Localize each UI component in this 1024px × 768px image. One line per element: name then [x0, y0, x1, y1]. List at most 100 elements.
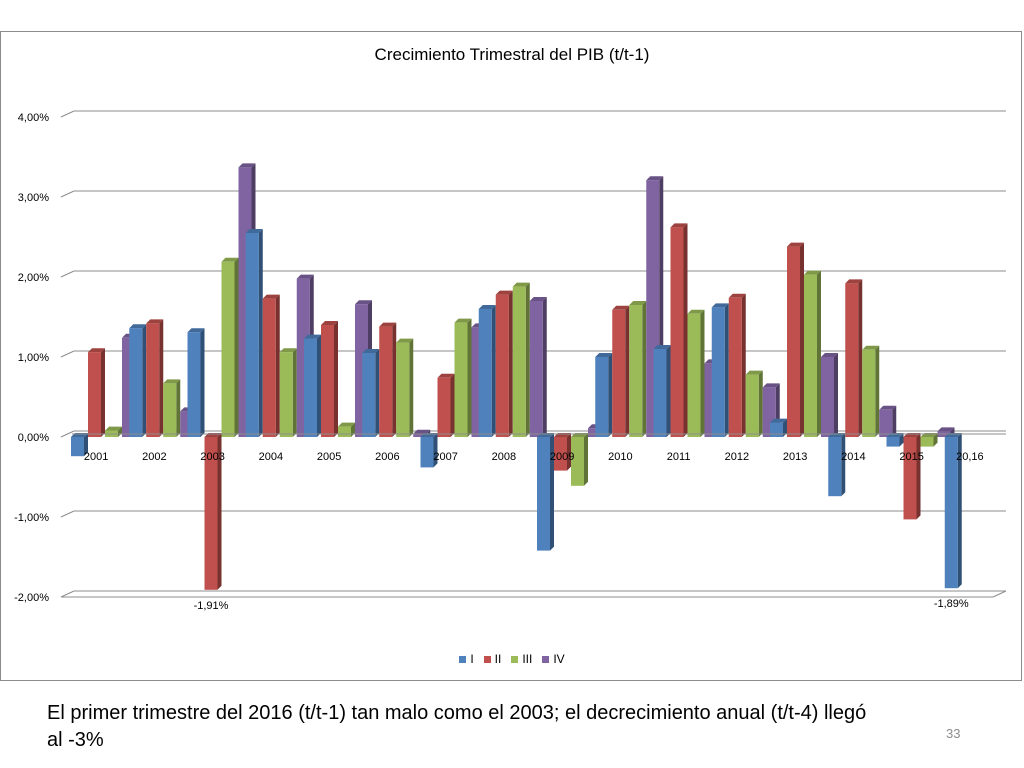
bar-III-2002	[163, 383, 177, 437]
legend-label: II	[494, 652, 502, 666]
bar-side	[841, 433, 846, 497]
bar-side	[491, 305, 496, 437]
chart-plot: -2,00% -1,00% 0,00% 1,00% 2,00% 3,00% 4,00% 200…	[14, 110, 1007, 612]
bar-side	[858, 279, 863, 437]
bar-II-2014	[845, 283, 859, 437]
legend-swatch	[459, 655, 467, 663]
x-tick-label: 2008	[492, 451, 516, 463]
bar-top	[163, 379, 181, 384]
bar-top	[321, 321, 338, 325]
x-tick-label: 2012	[725, 451, 749, 463]
floor-edge-slant	[992, 590, 1007, 598]
bar-top	[653, 345, 671, 349]
bar-II-2012	[728, 297, 742, 437]
bar-top	[529, 297, 547, 301]
bar-top	[821, 353, 838, 357]
bar-side	[200, 328, 205, 437]
bar-II-2003	[204, 437, 218, 590]
bar-III-2004	[279, 352, 293, 437]
bar-side	[275, 294, 280, 437]
bar-top	[88, 348, 105, 353]
bar-side	[625, 305, 630, 437]
legend-item: IV	[542, 652, 565, 666]
bar-top	[862, 345, 880, 350]
bar-side	[666, 345, 671, 437]
y-tick-label: 1,00%	[18, 352, 49, 364]
bar-I-2008	[478, 309, 492, 437]
bar-side	[642, 301, 647, 437]
y-tick-label: 0,00%	[18, 432, 49, 444]
bar-side	[467, 318, 472, 437]
bar-top	[728, 293, 746, 298]
bar-top	[296, 274, 314, 279]
bar-side	[608, 353, 613, 437]
bar-top	[787, 242, 804, 247]
bar-side	[375, 349, 380, 437]
bar-side	[142, 324, 147, 437]
legend-swatch	[511, 655, 519, 663]
legend-swatch	[483, 655, 491, 663]
bar-side	[899, 433, 904, 447]
x-tick-label: 20,16	[956, 451, 984, 463]
x-tick-label: 2001	[84, 451, 108, 463]
bar-side	[724, 303, 729, 437]
bar-II-2006	[379, 326, 393, 437]
bar-side	[450, 373, 455, 437]
legend-swatch	[542, 655, 550, 663]
bar-top	[413, 429, 431, 434]
bar-IV-2013	[821, 357, 834, 437]
y-tick-label: 3,00%	[18, 192, 49, 204]
bar-III-2006	[396, 342, 410, 437]
x-tick-label: 2014	[841, 451, 865, 463]
legend-item: II	[483, 652, 502, 666]
bar-IV-2014	[879, 409, 893, 437]
bar-IV-2006	[413, 433, 427, 437]
bar-side	[334, 321, 338, 437]
bar-side	[292, 348, 297, 437]
bar-II-2004	[262, 298, 276, 437]
legend-label: IV	[553, 652, 565, 666]
bar-I-2007	[420, 437, 434, 468]
bar-II-2013	[787, 246, 800, 437]
bar-top	[355, 300, 372, 305]
bar-side	[567, 433, 571, 471]
x-tick-label: 2005	[317, 451, 341, 463]
bar-II-2009	[554, 437, 567, 471]
bar-I-2005	[304, 338, 317, 437]
bar-I-2003	[187, 332, 201, 437]
page-number: 33	[946, 726, 961, 741]
x-tick-label: 2010	[608, 451, 632, 463]
bar-II-2011	[670, 227, 684, 437]
bar-I-20,16	[944, 437, 958, 589]
bar-top	[845, 279, 863, 284]
bar-side	[159, 319, 164, 437]
bar-side	[584, 433, 588, 486]
bar-top	[595, 353, 613, 357]
bar-III-2003	[221, 261, 235, 437]
bar-I-2015	[886, 437, 900, 447]
x-tick-label: 2009	[550, 451, 574, 463]
bar-top	[646, 176, 664, 181]
bar-side	[892, 405, 897, 437]
slide-caption: El primer trimestre del 2016 (t/t-1) tan…	[47, 702, 867, 751]
bar-II-2001	[88, 352, 101, 437]
bar-top	[937, 427, 955, 432]
gridline-slant	[60, 110, 75, 118]
data-annotation: -1,91%	[194, 600, 229, 612]
legend-label: I	[470, 652, 474, 666]
bar-side	[683, 223, 688, 437]
bar-IV-2009	[588, 428, 601, 437]
bar-top	[362, 349, 380, 353]
bar-top	[379, 322, 397, 327]
bar-side	[101, 348, 105, 437]
chart-legend: I II III IV	[1, 652, 1023, 666]
gridline-slant	[60, 270, 75, 278]
bar-side	[525, 282, 530, 437]
x-tick-label: 2002	[142, 451, 166, 463]
bar-I-2014	[828, 437, 842, 497]
bar-side	[433, 433, 438, 468]
bar-II-2005	[321, 325, 334, 437]
gridline-slant	[60, 510, 75, 518]
bar-top	[612, 305, 630, 310]
bar-top	[804, 270, 821, 275]
